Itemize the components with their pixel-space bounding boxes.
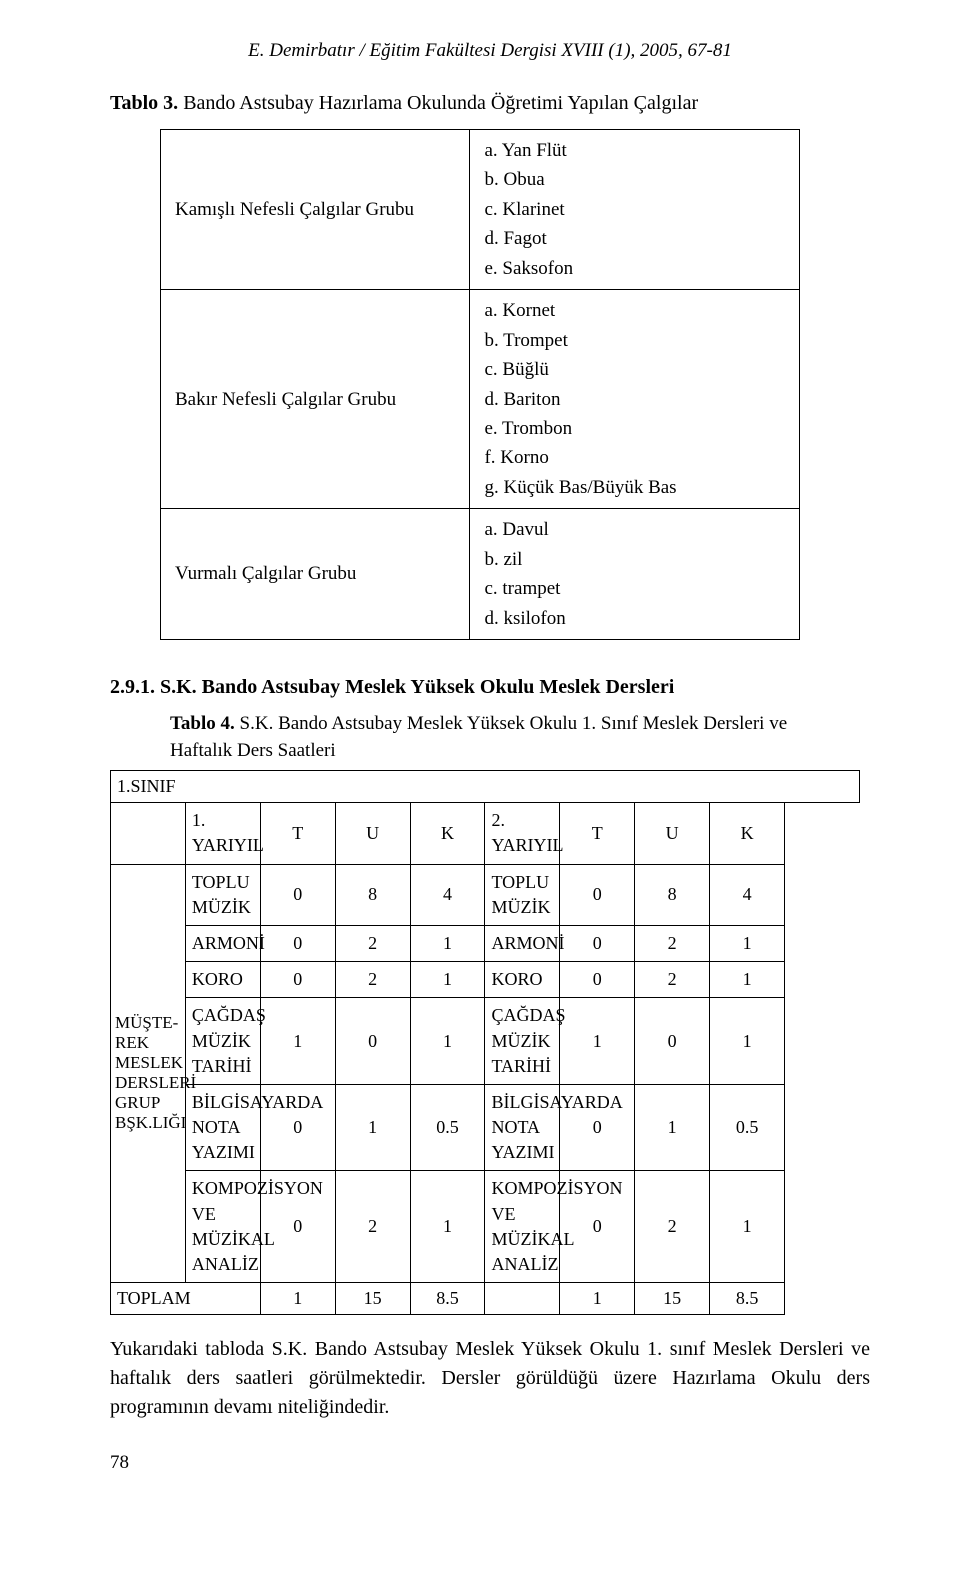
cell-k: 1	[710, 962, 785, 998]
table-row: TOPLAM 1 15 8.5 1 15 8.5	[111, 1283, 860, 1315]
cell-k: 1	[710, 998, 785, 1085]
col-k: K	[410, 803, 485, 864]
cell-u: 2	[335, 962, 410, 998]
cell-u: 2	[635, 1171, 710, 1283]
running-header: E. Demirbatır / Eğitim Fakültesi Dergisi…	[110, 40, 870, 62]
tablo3-label: Tablo 3.	[110, 92, 178, 114]
table-row: Bakır Nefesli Çalgılar Grubua. Kornetb. …	[161, 290, 800, 509]
toplam-u2: 15	[635, 1283, 710, 1315]
course-left: KORO	[185, 962, 260, 998]
toplam-k1: 8.5	[410, 1283, 485, 1315]
col-u: U	[635, 803, 710, 864]
cell-k: 1	[410, 925, 485, 961]
cell-u: 0	[335, 998, 410, 1085]
course-right: ÇAĞDAŞ MÜZİK TARİHİ	[485, 998, 560, 1085]
instrument-list: a. Kornetb. Trompetc. Büğlüd. Baritone. …	[470, 290, 800, 509]
cell-t: 0	[260, 925, 335, 961]
course-right: TOPLU MÜZİK	[485, 864, 560, 925]
tablo3-caption: Bando Astsubay Hazırlama Okulunda Öğreti…	[183, 92, 698, 114]
cell-u: 2	[635, 962, 710, 998]
cell-t: 1	[560, 998, 635, 1085]
cell-t: 1	[260, 998, 335, 1085]
cell-t: 0	[560, 925, 635, 961]
course-left: TOPLU MÜZİK	[185, 864, 260, 925]
cell-u: 1	[635, 1084, 710, 1171]
cell-u: 2	[335, 1171, 410, 1283]
row-category: MÜŞTE-REK MESLEK DERSLERİ GRUP BŞK.LIĞI	[111, 864, 186, 1283]
table-row: ÇAĞDAŞ MÜZİK TARİHİ101ÇAĞDAŞ MÜZİK TARİH…	[111, 998, 860, 1085]
tablo3-title: Tablo 3. Bando Astsubay Hazırlama Okulun…	[110, 92, 870, 115]
page-number: 78	[110, 1452, 870, 1474]
course-right: KOMPOZİSYON VE MÜZİKAL ANALİZ	[485, 1171, 560, 1283]
cell-u: 0	[635, 998, 710, 1085]
cell-k: 0.5	[710, 1084, 785, 1171]
toplam-label: TOPLAM	[111, 1283, 261, 1315]
table-row: 1.SINIF	[111, 771, 860, 803]
col-t: T	[560, 803, 635, 864]
cell-k: 1	[710, 1171, 785, 1283]
course-right: BİLGİSAYARDA NOTA YAZIMI	[485, 1084, 560, 1171]
col-k: K	[710, 803, 785, 864]
table-row: KOMPOZİSYON VE MÜZİKAL ANALİZ021KOMPOZİS…	[111, 1171, 860, 1283]
cell-k: 4	[410, 864, 485, 925]
blank-cell	[485, 1283, 560, 1315]
course-left: ARMONİ	[185, 925, 260, 961]
course-left: ÇAĞDAŞ MÜZİK TARİHİ	[185, 998, 260, 1085]
cell-k: 4	[710, 864, 785, 925]
tablo4-caption: S.K. Bando Astsubay Meslek Yüksek Okulu …	[170, 713, 787, 761]
cell-u: 2	[635, 925, 710, 961]
cell-k: 0.5	[410, 1084, 485, 1171]
yariyil-2: 2. YARIYIL	[485, 803, 560, 864]
group-name: Kamışlı Nefesli Çalgılar Grubu	[161, 130, 470, 290]
table-row: MÜŞTE-REK MESLEK DERSLERİ GRUP BŞK.LIĞIT…	[111, 864, 860, 925]
cell-t: 0	[560, 962, 635, 998]
cell-k: 1	[410, 962, 485, 998]
cell-u: 1	[335, 1084, 410, 1171]
group-name: Bakır Nefesli Çalgılar Grubu	[161, 290, 470, 509]
toplam-t1: 1	[260, 1283, 335, 1315]
toplam-u1: 15	[335, 1283, 410, 1315]
section-heading: 2.9.1. S.K. Bando Astsubay Meslek Yüksek…	[110, 676, 870, 699]
tablo4-label: Tablo 4.	[170, 713, 235, 734]
blank-cell	[111, 803, 186, 864]
body-paragraph: Yukarıdaki tabloda S.K. Bando Astsubay M…	[110, 1335, 870, 1422]
sinif-header: 1.SINIF	[111, 771, 860, 803]
course-left: BİLGİSAYARDA NOTA YAZIMI	[185, 1084, 260, 1171]
toplam-k2: 8.5	[710, 1283, 785, 1315]
instrument-list: a. Yan Flütb. Obuac. Klarinetd. Fagote. …	[470, 130, 800, 290]
tablo4-table: 1.SINIF 1. YARIYIL T U K 2. YARIYIL T U …	[110, 770, 860, 1315]
cell-k: 1	[410, 998, 485, 1085]
table-row: 1. YARIYIL T U K 2. YARIYIL T U K	[111, 803, 860, 864]
cell-t: 0	[260, 864, 335, 925]
instrument-list: a. Davulb. zilc. trampetd. ksilofon	[470, 509, 800, 640]
cell-u: 8	[335, 864, 410, 925]
course-right: KORO	[485, 962, 560, 998]
table-row: Kamışlı Nefesli Çalgılar Grubua. Yan Flü…	[161, 130, 800, 290]
col-t: T	[260, 803, 335, 864]
table-row: BİLGİSAYARDA NOTA YAZIMI010.5BİLGİSAYARD…	[111, 1084, 860, 1171]
yariyil-1: 1. YARIYIL	[185, 803, 260, 864]
table-row: Vurmalı Çalgılar Grubua. Davulb. zilc. t…	[161, 509, 800, 640]
col-u: U	[335, 803, 410, 864]
tablo3-table: Kamışlı Nefesli Çalgılar Grubua. Yan Flü…	[160, 129, 800, 640]
table-row: KORO021KORO021	[111, 962, 860, 998]
course-left: KOMPOZİSYON VE MÜZİKAL ANALİZ	[185, 1171, 260, 1283]
cell-u: 8	[635, 864, 710, 925]
cell-k: 1	[710, 925, 785, 961]
tablo4-title: Tablo 4. S.K. Bando Astsubay Meslek Yüks…	[170, 711, 870, 764]
cell-t: 0	[560, 864, 635, 925]
toplam-t2: 1	[560, 1283, 635, 1315]
table-row: ARMONİ021ARMONİ021	[111, 925, 860, 961]
group-name: Vurmalı Çalgılar Grubu	[161, 509, 470, 640]
cell-k: 1	[410, 1171, 485, 1283]
course-right: ARMONİ	[485, 925, 560, 961]
cell-u: 2	[335, 925, 410, 961]
cell-t: 0	[260, 962, 335, 998]
